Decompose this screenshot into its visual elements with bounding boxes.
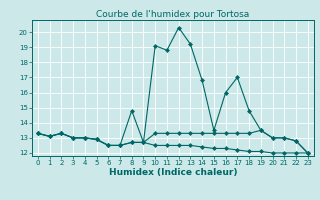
Title: Courbe de l'humidex pour Tortosa: Courbe de l'humidex pour Tortosa xyxy=(96,10,249,19)
X-axis label: Humidex (Indice chaleur): Humidex (Indice chaleur) xyxy=(108,168,237,177)
